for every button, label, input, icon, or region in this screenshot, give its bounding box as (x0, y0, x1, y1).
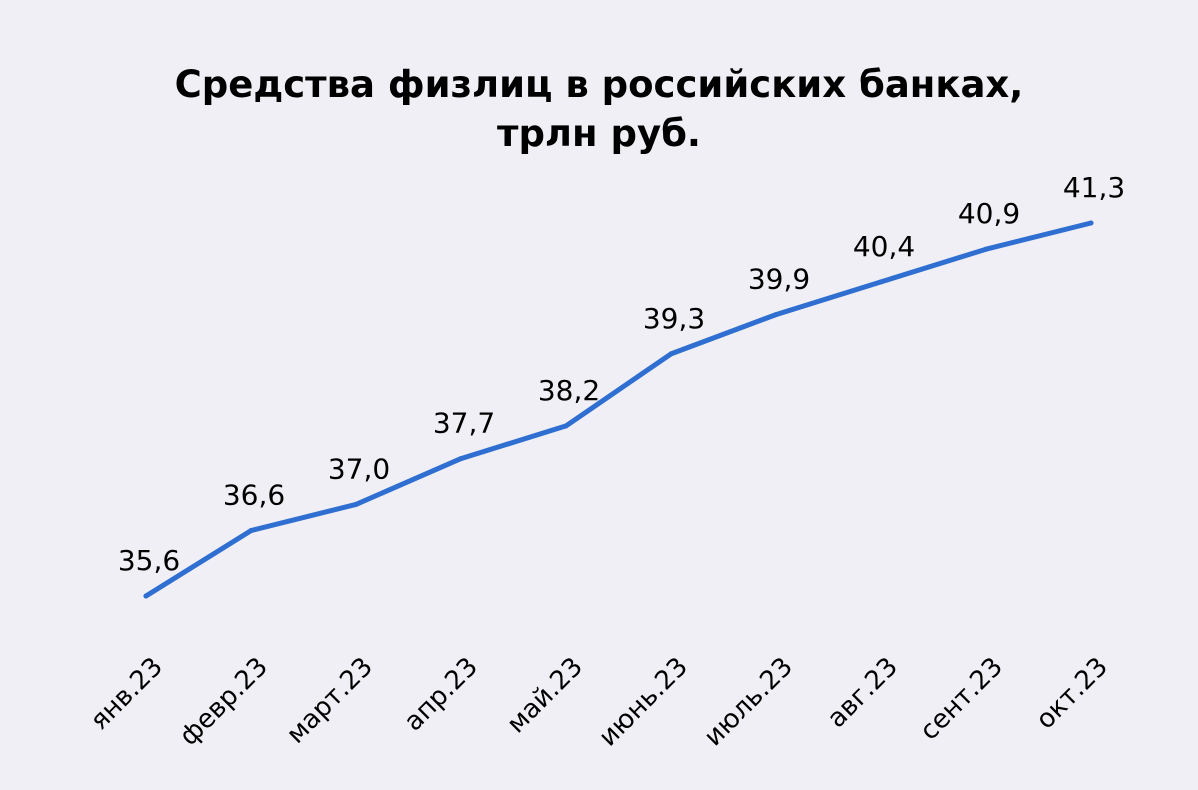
data-label: 41,3 (1063, 171, 1125, 204)
data-point (563, 423, 569, 429)
chart-title-line-2: трлн руб. (497, 112, 701, 155)
data-point (668, 351, 674, 357)
data-label: 38,2 (538, 374, 600, 407)
data-label: 39,9 (748, 263, 810, 296)
data-point (1088, 220, 1094, 226)
x-tick-label: апр.23 (399, 652, 484, 737)
x-tick-label: авг.23 (822, 652, 904, 734)
data-point (353, 501, 359, 507)
data-label: 35,6 (118, 544, 180, 577)
x-tick-label: сент.23 (914, 652, 1009, 747)
data-point (773, 312, 779, 318)
data-point (248, 528, 254, 534)
data-point (878, 279, 884, 285)
x-tick-label: май.23 (501, 652, 589, 740)
series-line (143, 220, 1094, 599)
data-point (983, 246, 989, 252)
x-tick-label: июнь.23 (593, 652, 694, 753)
data-point (143, 593, 149, 599)
data-label: 37,7 (433, 407, 495, 440)
data-label: 37,0 (328, 452, 390, 485)
data-label: 40,9 (958, 197, 1020, 230)
data-label: 40,4 (853, 230, 915, 263)
x-tick-label: окт.23 (1030, 652, 1114, 736)
x-tick-label: март.23 (281, 652, 379, 750)
data-label: 39,3 (643, 302, 705, 335)
x-tick-label: янв.23 (85, 652, 169, 736)
data-point (458, 456, 464, 462)
x-tick-label: июль.23 (698, 652, 798, 752)
x-tick-label: февр.23 (174, 652, 274, 752)
chart-title: Средства физлиц в российских банках, трл… (0, 60, 1198, 158)
data-label: 36,6 (223, 479, 285, 512)
chart-title-line-1: Средства физлиц в российских банках, (174, 63, 1024, 106)
